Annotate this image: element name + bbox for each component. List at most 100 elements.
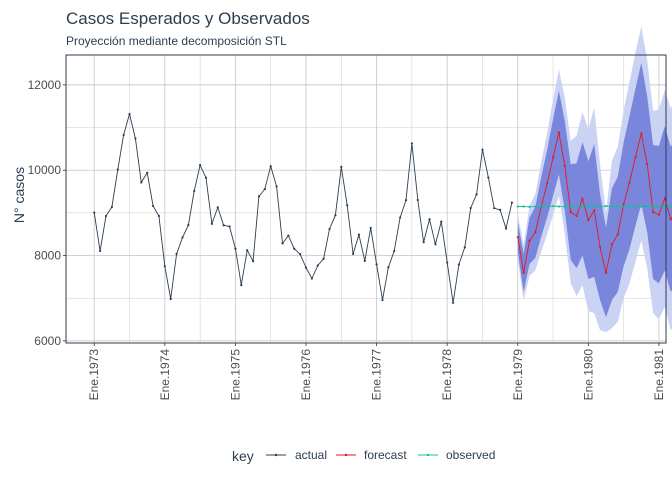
forecast-point (557, 131, 561, 134)
actual-point (504, 227, 508, 230)
actual-point (510, 201, 513, 204)
actual-point (287, 234, 290, 237)
legend-label-forecast: forecast (364, 448, 407, 462)
y-tick-label: 8000 (34, 249, 61, 263)
chart-subtitle: Proyección mediante decomposición STL (66, 34, 287, 48)
actual-point (387, 266, 390, 269)
actual-point (157, 214, 161, 218)
actual-point (134, 137, 137, 140)
y-axis-ticks: 6000 8000 10000 12000 (28, 78, 66, 348)
actual-point (328, 227, 331, 231)
forecast-point (622, 203, 625, 206)
actual-point (469, 206, 472, 210)
observed-point (669, 205, 672, 208)
actual-point (151, 204, 155, 208)
actual-point (110, 205, 113, 209)
y-tick-label: 6000 (34, 334, 61, 348)
actual-point (251, 259, 255, 263)
actual-point (334, 214, 337, 217)
x-tick-label: Ene.1974 (158, 349, 172, 401)
actual-point (216, 206, 219, 209)
actual-point (457, 263, 461, 266)
actual-point (234, 247, 237, 250)
legend-key-point-forecast (344, 453, 348, 457)
actual-point (399, 216, 402, 219)
observed-point (546, 205, 549, 208)
actual-point (369, 226, 372, 230)
observed-point (651, 205, 655, 208)
actual-point (163, 265, 166, 268)
forecast-point (657, 213, 661, 216)
forecast-point (546, 182, 549, 185)
observed-point (616, 205, 619, 208)
x-axis-ticks: Ene.1973 Ene.1974 Ene.1975 Ene.1976 Ene.1977… (87, 343, 666, 400)
legend: key actual forecast observed (232, 448, 495, 464)
actual-point (281, 242, 284, 245)
y-tick-label: 10000 (28, 163, 62, 177)
interval-80-band (517, 62, 672, 318)
forecast-point (651, 210, 655, 214)
x-tick-label: Ene.1981 (652, 349, 666, 401)
actual-point (175, 252, 178, 256)
forecast-point (616, 233, 619, 236)
observed-point (569, 205, 572, 208)
actual-point (240, 284, 243, 287)
actual-point (493, 207, 496, 210)
actual-point (357, 233, 361, 236)
actual-point (351, 252, 355, 256)
actual-point (416, 198, 419, 202)
actual-point (422, 241, 425, 244)
forecast-point (581, 197, 584, 200)
observed-point (634, 205, 637, 208)
actual-point (487, 176, 490, 179)
forecast-point (569, 210, 572, 214)
observed-point (599, 205, 602, 208)
actual-point (340, 165, 343, 168)
actual-point (169, 297, 172, 301)
actual-point (481, 148, 484, 151)
x-tick-label: Ene.1976 (299, 349, 313, 401)
forecast-point (604, 271, 608, 274)
observed-point (646, 205, 649, 208)
forecast-point (516, 236, 519, 239)
actual-point (128, 112, 131, 116)
actual-point (304, 266, 308, 269)
series-lines (93, 112, 672, 303)
forecast-point (599, 246, 602, 249)
observed-point (593, 205, 596, 208)
legend-title: key (232, 448, 254, 464)
legend-key-point-observed (426, 453, 430, 457)
actual-point (375, 263, 378, 266)
actual-point (210, 222, 213, 225)
observed-point (528, 205, 531, 208)
observed-point (604, 204, 608, 208)
actual-point (434, 243, 437, 246)
forecast-point (610, 243, 613, 246)
observed-point (581, 205, 584, 208)
forecast-point (587, 219, 590, 222)
x-tick-label: Ene.1980 (581, 349, 595, 401)
actual-point (275, 185, 278, 188)
observed-point (540, 205, 543, 208)
forecast-point (634, 156, 637, 159)
actual-point (293, 247, 296, 250)
observed-point (663, 205, 666, 208)
series-points (93, 112, 672, 304)
forecast-point (640, 132, 643, 135)
actual-point (310, 277, 313, 280)
observed-point (522, 205, 525, 208)
actual-point (269, 165, 272, 168)
actual-point (346, 204, 349, 207)
actual-point (193, 189, 196, 193)
actual-point (410, 142, 413, 145)
actual-point (499, 208, 502, 211)
forecast-interval-bands (517, 26, 672, 333)
forecast-point (593, 209, 596, 212)
actual-point (122, 133, 125, 137)
actual-point (393, 249, 396, 253)
observed-point (587, 205, 590, 208)
forecast-point (551, 156, 555, 159)
legend-key-point-actual (274, 453, 278, 457)
observed-point (640, 205, 643, 208)
actual-point (187, 223, 190, 227)
